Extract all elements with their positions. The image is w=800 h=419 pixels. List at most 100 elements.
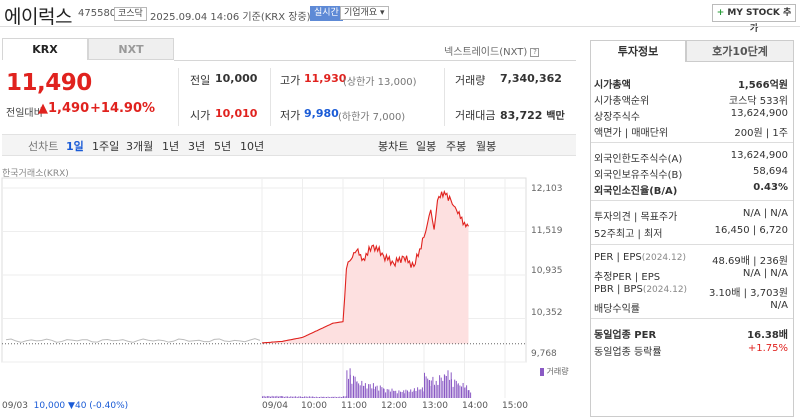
y-tick: 12,103 bbox=[531, 184, 563, 194]
volume-bar bbox=[359, 385, 361, 398]
volume-bar bbox=[413, 388, 415, 398]
x-tick: 09/04 bbox=[262, 401, 288, 411]
volume-bar bbox=[283, 396, 285, 398]
volume-bar bbox=[368, 384, 370, 398]
volume-bar bbox=[310, 396, 312, 398]
period-3m[interactable]: 3개월 bbox=[126, 140, 154, 153]
volume-bar bbox=[373, 389, 375, 398]
info-label: 외국인한도주식수(A) bbox=[594, 154, 683, 165]
volume-bar bbox=[263, 395, 265, 398]
volume-bar bbox=[282, 396, 284, 398]
candle-weekly[interactable]: 주봉 bbox=[446, 140, 467, 153]
volume-bar bbox=[287, 396, 289, 398]
panel-divider bbox=[591, 244, 793, 245]
volume-bar bbox=[363, 385, 365, 398]
volume-bar bbox=[400, 391, 401, 398]
volume-bar bbox=[386, 389, 388, 398]
x-tick: 13:00 bbox=[422, 401, 448, 411]
info-label: PBR | BPS(2024.12) bbox=[594, 284, 688, 295]
volume-bar bbox=[407, 390, 408, 398]
info-value: N/A | N/A bbox=[742, 208, 788, 219]
price-area bbox=[262, 191, 469, 344]
info-label: 추정PER | EPS bbox=[594, 272, 661, 283]
info-value: 3.10배 | 3,703원 bbox=[708, 288, 788, 299]
volume-bar bbox=[466, 385, 468, 398]
volume-bar bbox=[454, 379, 456, 398]
candle-chart-label[interactable]: 봉차트 bbox=[378, 140, 409, 153]
period-5y[interactable]: 5년 bbox=[214, 140, 232, 153]
volume-bar bbox=[457, 383, 459, 398]
volume-bar bbox=[329, 397, 331, 398]
candle-daily[interactable]: 일봉 bbox=[416, 140, 437, 153]
info-value: 16,450 | 6,720 bbox=[714, 225, 788, 236]
volume-bar bbox=[273, 396, 275, 398]
period-1d[interactable]: 1일 bbox=[66, 140, 84, 153]
volume-bar bbox=[447, 370, 449, 398]
realtime-badge[interactable]: 실시간 bbox=[310, 6, 343, 21]
volume-bar bbox=[340, 397, 342, 398]
stock-code: 475580 bbox=[78, 8, 117, 19]
line-chart-label[interactable]: 선차트 bbox=[28, 140, 59, 153]
tab-krx[interactable]: KRX bbox=[2, 38, 88, 60]
volume-bar bbox=[444, 375, 446, 398]
period-1w[interactable]: 1주일 bbox=[92, 140, 120, 153]
volume-bar bbox=[403, 393, 405, 398]
high-value: 11,930 bbox=[304, 72, 347, 85]
tab-order-book[interactable]: 호가10단계 bbox=[686, 40, 794, 62]
volume-bar bbox=[356, 381, 358, 398]
info-label: 시가총액순위 bbox=[594, 96, 650, 107]
info-value: 200원 | 1주 bbox=[734, 128, 788, 139]
info-value: 58,694 bbox=[753, 166, 788, 177]
volume-bar bbox=[346, 370, 348, 398]
volume-bar bbox=[279, 396, 281, 398]
info-label: 상장주식수 bbox=[594, 112, 640, 123]
info-label: 외국인소진율(B/A) bbox=[594, 186, 678, 197]
volume-bar bbox=[405, 389, 407, 398]
candle-monthly[interactable]: 월봉 bbox=[476, 140, 497, 153]
add-mystock-button[interactable]: + MY STOCK 추가 bbox=[712, 4, 796, 34]
volume-bar bbox=[401, 392, 403, 398]
tab-investment-info[interactable]: 투자정보 bbox=[590, 40, 686, 62]
volume-bar bbox=[388, 389, 390, 398]
prev-day-line bbox=[5, 338, 261, 343]
prev-day-summary: 09/03 10,000 ▼40 (-0.40%) bbox=[2, 401, 129, 411]
period-10y[interactable]: 10년 bbox=[240, 140, 265, 153]
volume-bar bbox=[429, 380, 430, 398]
x-tick: 12:00 bbox=[381, 401, 407, 411]
volume-bar bbox=[317, 397, 319, 398]
x-tick: 10:00 bbox=[301, 401, 327, 411]
panel-divider bbox=[591, 318, 793, 319]
tab-underline bbox=[174, 60, 576, 61]
info-value: 13,624,900 bbox=[730, 150, 788, 161]
tab-nxt[interactable]: NXT bbox=[88, 38, 174, 60]
period-1y[interactable]: 1년 bbox=[162, 140, 180, 153]
volume-value: 7,340,362 bbox=[500, 72, 562, 85]
volume-bar bbox=[302, 397, 304, 398]
nxt-note[interactable]: 넥스트레이드(NXT) ? bbox=[444, 43, 540, 58]
info-value: +1.75% bbox=[747, 343, 788, 354]
info-label: 시가총액 bbox=[594, 80, 631, 91]
info-label: 동일업종 등락률 bbox=[594, 347, 662, 358]
volume-bar bbox=[451, 379, 452, 398]
info-label: 52주최고 | 최저 bbox=[594, 229, 663, 240]
volume-bar bbox=[452, 386, 454, 398]
volume-bar bbox=[299, 396, 301, 398]
volume-bar bbox=[265, 396, 267, 398]
volume-bar bbox=[425, 376, 427, 398]
volume-bar bbox=[312, 396, 314, 398]
volume-bar bbox=[385, 392, 387, 398]
info-label: 액면가 | 매매단위 bbox=[594, 128, 669, 139]
company-overview-dropdown[interactable]: 기업개요 ▾ bbox=[340, 6, 389, 20]
volume-bar bbox=[358, 383, 360, 398]
period-3y[interactable]: 3년 bbox=[188, 140, 206, 153]
volume-bar bbox=[462, 383, 464, 398]
panel-divider bbox=[591, 142, 793, 143]
volume-bar bbox=[464, 387, 466, 398]
prev-close-value: 10,000 bbox=[215, 72, 258, 85]
volume-bar bbox=[322, 396, 324, 398]
chart-control-bar bbox=[2, 134, 576, 156]
y-tick: 10,352 bbox=[531, 308, 563, 318]
volume-bar bbox=[395, 390, 397, 398]
info-label: PER | EPS(2024.12) bbox=[594, 252, 686, 263]
